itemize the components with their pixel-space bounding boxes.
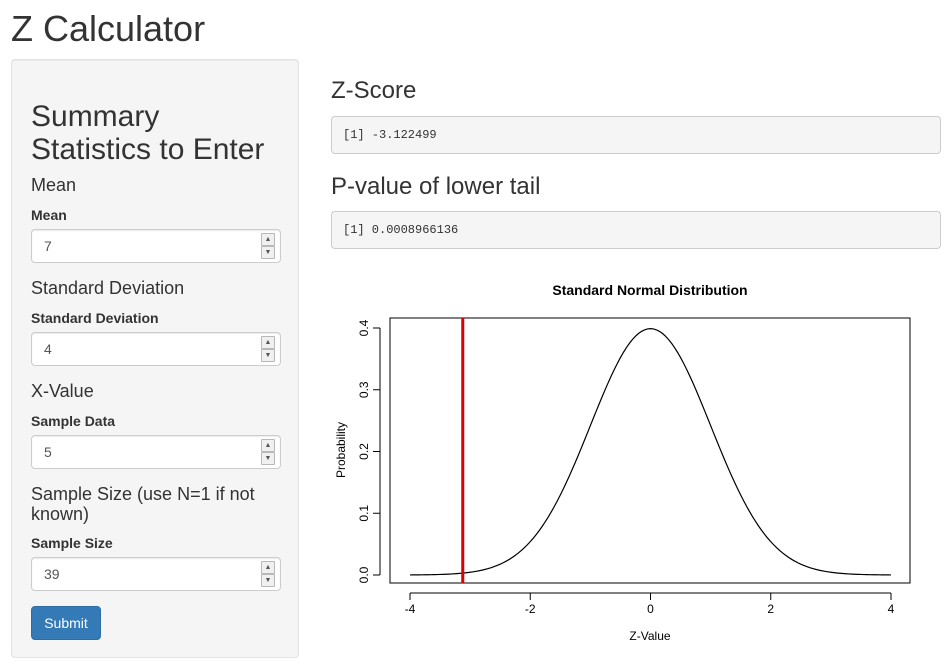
density-curve bbox=[409, 328, 892, 576]
x-label: Sample Data bbox=[31, 413, 116, 429]
y-tick-label: 0.2 bbox=[357, 443, 371, 460]
sd-label: Standard Deviation bbox=[31, 310, 159, 326]
sidebar-panel: Summary Statistics to Enter Mean Mean 7 … bbox=[11, 59, 299, 658]
spinner-up-icon[interactable]: ▲ bbox=[261, 336, 275, 349]
y-tick-label: 0.0 bbox=[357, 566, 371, 583]
y-tick-label: 0.1 bbox=[357, 505, 371, 522]
sd-input[interactable]: 4 ▲ ▼ bbox=[31, 332, 281, 366]
spinner-up-icon[interactable]: ▲ bbox=[261, 561, 275, 574]
sidebar-heading: Summary Statistics to Enter bbox=[31, 100, 265, 166]
app-title: Z Calculator bbox=[11, 8, 206, 49]
sd-section-heading: Standard Deviation bbox=[31, 278, 185, 298]
spinner-up-icon[interactable]: ▲ bbox=[261, 233, 275, 246]
zscore-title: Z-Score bbox=[331, 77, 417, 104]
x-tick-label: -2 bbox=[525, 602, 536, 616]
x-tick-label: 0 bbox=[647, 602, 654, 616]
x-axis-label: Z-Value bbox=[629, 629, 670, 643]
x-value: 5 bbox=[44, 444, 52, 460]
x-tick-label: -4 bbox=[405, 602, 416, 616]
plot-frame bbox=[389, 317, 911, 584]
x-tick-label: 4 bbox=[888, 602, 895, 616]
spinner-up-icon[interactable]: ▲ bbox=[261, 439, 275, 452]
mean-section-heading: Mean bbox=[31, 175, 77, 195]
spinner-down-icon[interactable]: ▼ bbox=[261, 574, 275, 587]
zscore-output: [1] -3.122499 bbox=[331, 116, 941, 154]
mean-label: Mean bbox=[31, 207, 67, 223]
pvalue-title: P-value of lower tail bbox=[331, 173, 541, 200]
y-tick-label: 0.4 bbox=[357, 319, 371, 336]
n-label: Sample Size bbox=[31, 535, 113, 551]
mean-spinner[interactable]: ▲ ▼ bbox=[261, 233, 275, 259]
x-spinner[interactable]: ▲ ▼ bbox=[261, 439, 275, 465]
x-axis: -4 -2 0 2 4 bbox=[405, 592, 895, 616]
mean-input[interactable]: 7 ▲ ▼ bbox=[31, 229, 281, 263]
y-axis-label: Probability bbox=[334, 422, 348, 478]
n-spinner[interactable]: ▲ ▼ bbox=[261, 561, 275, 587]
spinner-down-icon[interactable]: ▼ bbox=[261, 246, 275, 259]
mean-value: 7 bbox=[44, 238, 52, 254]
spinner-down-icon[interactable]: ▼ bbox=[261, 349, 275, 362]
x-tick-label: 2 bbox=[767, 602, 774, 616]
pvalue-output: [1] 0.0008966136 bbox=[331, 211, 941, 249]
y-axis: 0.0 0.1 0.2 0.3 0.4 bbox=[357, 319, 381, 583]
sd-spinner[interactable]: ▲ ▼ bbox=[261, 336, 275, 362]
x-input[interactable]: 5 ▲ ▼ bbox=[31, 435, 281, 469]
x-section-heading: X-Value bbox=[31, 381, 94, 401]
n-value: 39 bbox=[44, 566, 60, 582]
chart-title: Standard Normal Distribution bbox=[552, 282, 747, 298]
submit-button[interactable]: Submit bbox=[31, 606, 101, 640]
normal-distribution-plot: Standard Normal Distribution -4 -2 0 2 4 0.0… bbox=[334, 282, 911, 643]
n-section-heading: Sample Size (use N=1 if not known) bbox=[31, 484, 255, 524]
y-tick-label: 0.3 bbox=[357, 381, 371, 398]
sd-value: 4 bbox=[44, 341, 52, 357]
spinner-down-icon[interactable]: ▼ bbox=[261, 452, 275, 465]
n-input[interactable]: 39 ▲ ▼ bbox=[31, 557, 281, 591]
